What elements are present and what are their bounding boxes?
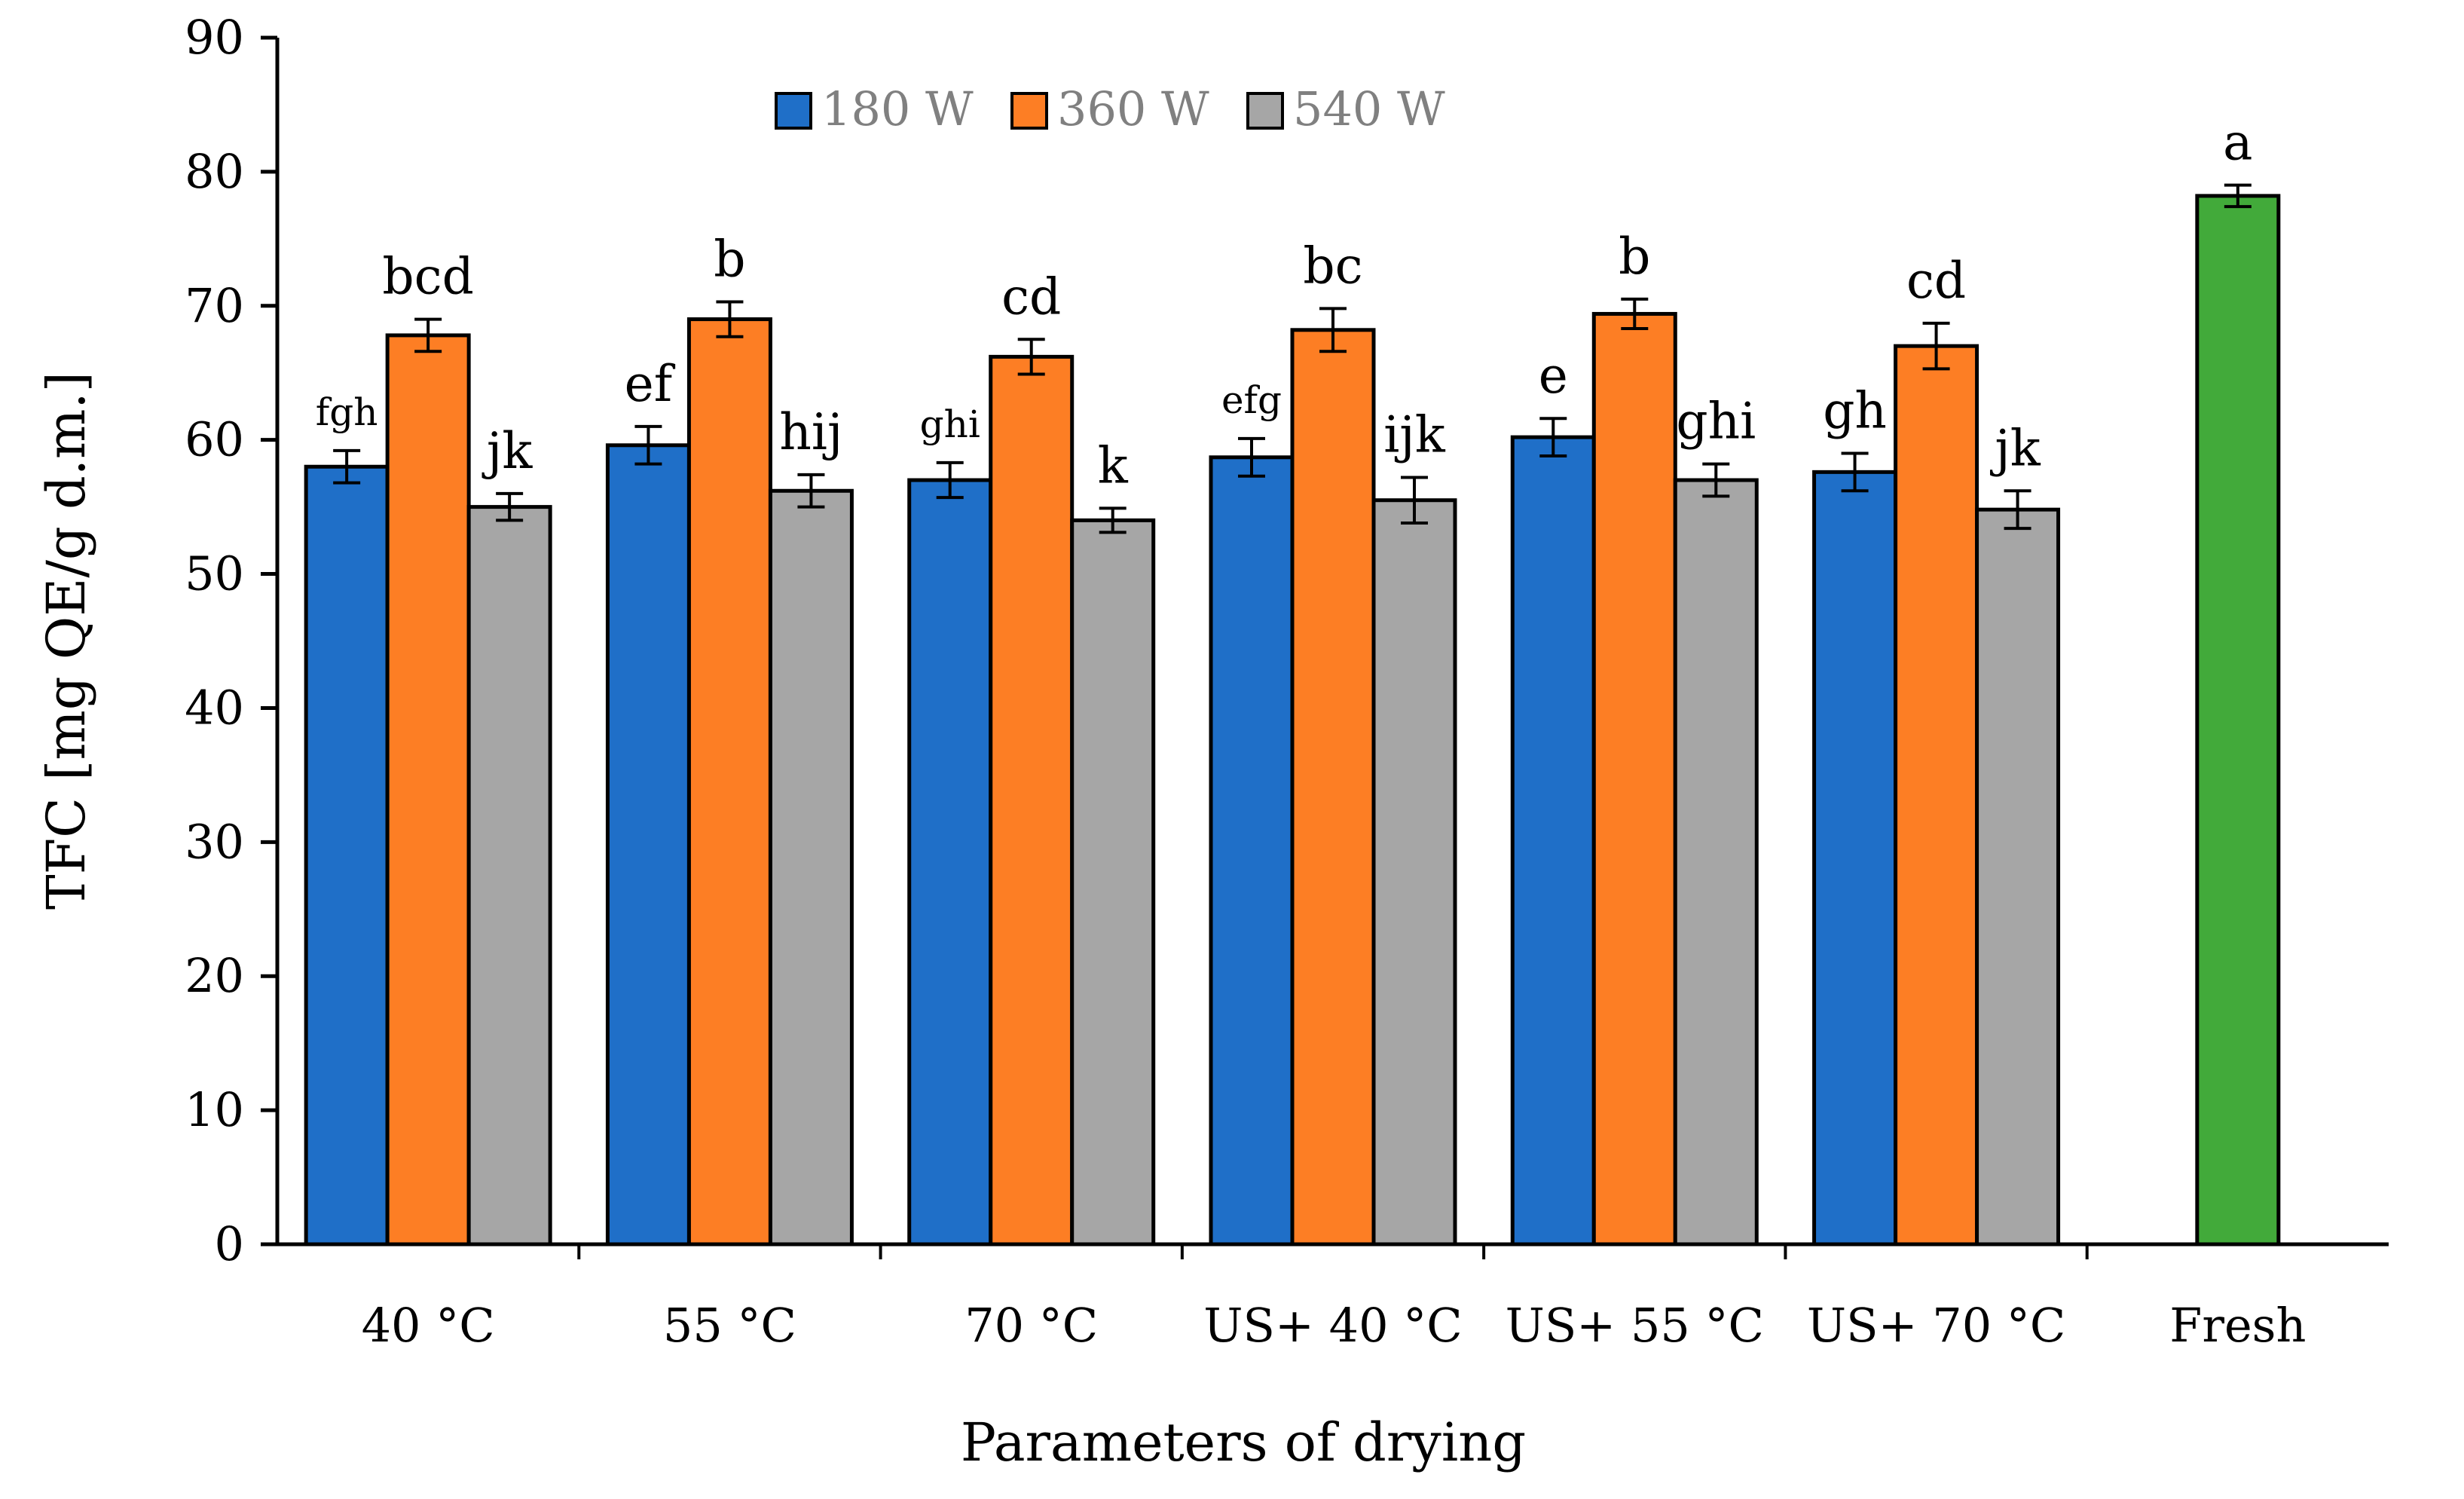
bar-fresh-fresh (2195, 194, 2281, 1247)
y-axis-title: TFC [mg QE/g d.m.] (35, 372, 97, 910)
significance-label-360-w-55-c: b (714, 230, 745, 288)
significance-label-180-w-us-70-c: gh (1823, 381, 1887, 439)
category-label-70-c: 70 °C (965, 1298, 1098, 1353)
bar-180-w-us-40-c (1209, 455, 1295, 1247)
bar-540-w-us-40-c (1371, 498, 1457, 1247)
significance-label-360-w-70-c: cd (1001, 268, 1061, 326)
y-tick-label-20: 20 (185, 948, 244, 1003)
bar-360-w-55-c (686, 317, 772, 1247)
legend-swatch-540-w (1246, 92, 1284, 130)
bar-180-w-70-c (907, 478, 993, 1247)
category-label-us-70-c: US+ 70 °C (1807, 1298, 2065, 1353)
significance-label-540-w-40-c: jk (481, 422, 533, 480)
y-tick-label-0: 0 (215, 1216, 244, 1271)
significance-label-540-w-us-70-c: jk (1989, 419, 2041, 477)
bar-540-w-us-70-c (1975, 507, 2061, 1247)
bar-540-w-us-55-c (1673, 478, 1759, 1247)
significance-label-360-w-us-55-c: b (1619, 228, 1650, 286)
category-label-55-c: 55 °C (663, 1298, 796, 1353)
bar-360-w-40-c (385, 333, 471, 1247)
bar-360-w-70-c (989, 354, 1075, 1247)
significance-label-360-w-us-70-c: cd (1906, 252, 1966, 310)
significance-label-fresh-fresh: a (2223, 114, 2252, 172)
category-label-40-c: 40 °C (362, 1298, 495, 1353)
significance-label-180-w-40-c: fgh (316, 390, 378, 434)
y-tick-label-70: 70 (185, 278, 244, 333)
significance-label-360-w-40-c: bcd (382, 248, 473, 306)
y-tick-label-80: 80 (185, 144, 244, 199)
significance-label-180-w-70-c: ghi (920, 402, 980, 446)
significance-label-180-w-us-55-c: e (1539, 347, 1568, 405)
significance-label-360-w-us-40-c: bc (1303, 237, 1362, 295)
bar-180-w-40-c (304, 464, 390, 1247)
legend-label-180-w: 180 W (821, 81, 974, 136)
y-tick-label-90: 90 (185, 10, 244, 65)
significance-label-540-w-us-40-c: ijk (1383, 405, 1446, 463)
legend-swatch-360-w (1010, 92, 1048, 130)
category-label-us-55-c: US+ 55 °C (1506, 1298, 1764, 1353)
bar-180-w-55-c (605, 443, 691, 1247)
y-tick-label-30: 30 (185, 814, 244, 869)
legend: 180 W 360 W 540 W (775, 81, 1445, 136)
y-tick-label-60: 60 (185, 412, 244, 467)
legend-label-540-w: 540 W (1293, 81, 1445, 136)
y-tick-label-10: 10 (185, 1082, 244, 1137)
bar-360-w-us-55-c (1591, 311, 1677, 1247)
significance-label-540-w-us-55-c: ghi (1676, 393, 1756, 451)
category-label-fresh: Fresh (2169, 1298, 2306, 1353)
legend-label-360-w: 360 W (1057, 81, 1209, 136)
significance-label-180-w-55-c: ef (625, 355, 676, 413)
significance-label-180-w-us-40-c: efg (1221, 378, 1282, 422)
legend-swatch-180-w (775, 92, 812, 130)
bar-540-w-70-c (1070, 518, 1156, 1247)
y-axis-ticks: 0 10 20 30 40 50 60 70 80 90 (185, 10, 2089, 1271)
bar-360-w-us-40-c (1290, 328, 1376, 1247)
significance-label-540-w-70-c: k (1098, 436, 1129, 494)
x-axis-title: Parameters of drying (961, 1412, 1526, 1473)
bar-180-w-us-70-c (1812, 470, 1898, 1247)
bar-180-w-us-55-c (1510, 435, 1596, 1247)
bars-layer (304, 183, 2281, 1247)
category-label-us-40-c: US+ 40 °C (1203, 1298, 1462, 1353)
bar-540-w-55-c (768, 488, 854, 1247)
y-tick-label-40: 40 (185, 680, 244, 735)
significance-label-540-w-55-c: hij (779, 403, 842, 461)
bar-360-w-us-70-c (1894, 344, 1979, 1247)
y-tick-label-50: 50 (185, 546, 244, 601)
bar-540-w-40-c (466, 505, 552, 1247)
